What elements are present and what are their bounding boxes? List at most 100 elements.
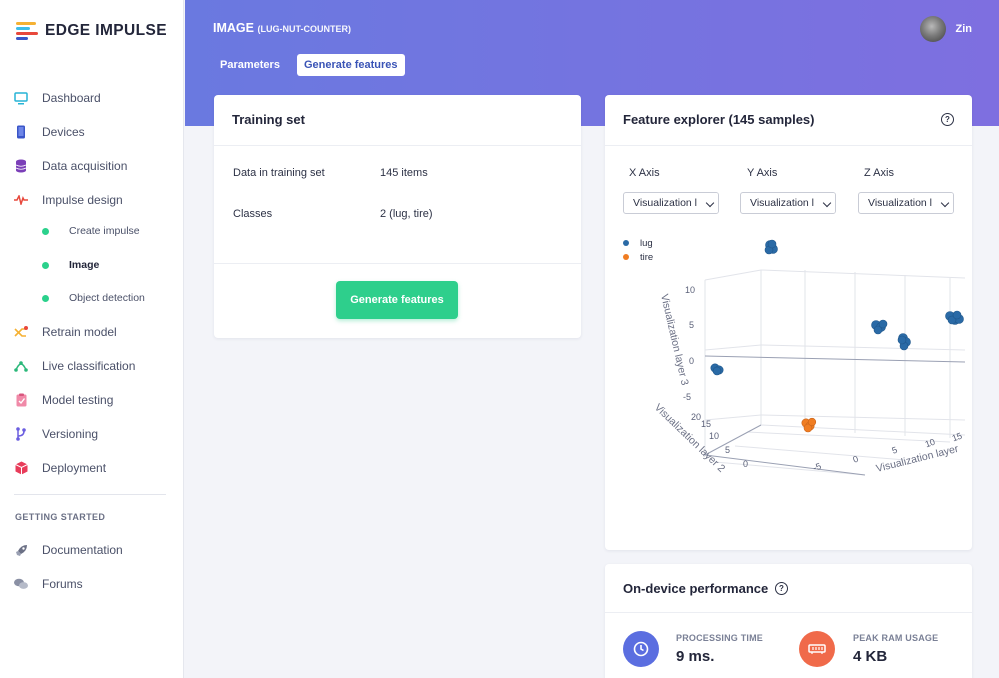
card-divider — [214, 145, 581, 146]
plot-legend[interactable]: lug tire — [623, 236, 653, 264]
page-title: IMAGE (LUG-NUT-COUNTER) — [213, 21, 351, 35]
x-tick: 15 — [951, 431, 964, 444]
sidebar-item-label: Documentation — [42, 543, 123, 557]
legend-swatch — [623, 240, 629, 246]
processing-time-label: PROCESSING TIME — [676, 633, 764, 643]
series-lug[interactable] — [710, 239, 964, 376]
sidebar-item-label: Retrain model — [42, 325, 117, 339]
z-tick: 10 — [685, 285, 695, 295]
help-icon[interactable]: ? — [941, 113, 954, 126]
training-data-label: Data in training set — [233, 167, 325, 179]
sidebar-item-retrain-model[interactable]: Retrain model — [14, 322, 117, 342]
database-icon — [14, 159, 28, 173]
y-tick: 0 — [743, 459, 748, 469]
sidebar-item-dashboard[interactable]: Dashboard — [14, 88, 101, 108]
legend-item-tire[interactable]: tire — [623, 250, 653, 264]
classes-label: Classes — [233, 208, 273, 220]
x-axis-label: X Axis — [629, 167, 660, 179]
clock-icon — [623, 631, 659, 667]
peak-ram-label: PEAK RAM USAGE — [853, 633, 939, 643]
chat-bubbles-icon — [14, 577, 28, 591]
card-divider — [605, 612, 972, 613]
z-axis-select-value: Visualization l — [868, 197, 933, 209]
sidebar-item-label: Image — [69, 259, 100, 271]
sidebar-item-impulse-design[interactable]: Impulse design — [14, 190, 123, 210]
y-tick: 5 — [725, 445, 730, 455]
sidebar-item-label: Forums — [42, 577, 83, 591]
sidebar-item-deployment[interactable]: Deployment — [14, 458, 106, 478]
card-title: Feature explorer (145 samples) — [623, 112, 815, 127]
axis-z-title: Visualization layer 3 — [658, 293, 691, 387]
sidebar-item-create-impulse[interactable]: Create impulse — [42, 222, 140, 240]
classes-value: 2 (lug, tire) — [380, 208, 433, 220]
sidebar-item-forums[interactable]: Forums — [14, 574, 83, 594]
x-tick: 5 — [890, 445, 898, 456]
sidebar-item-label: Versioning — [42, 427, 99, 441]
legend-swatch — [623, 254, 629, 260]
status-dot-icon — [42, 261, 49, 269]
section-label-getting-started: GETTING STARTED — [15, 512, 106, 522]
ram-icon — [799, 631, 835, 667]
z-tick: 0 — [689, 356, 694, 366]
y-ticks: 0 5 10 15 20 — [691, 412, 748, 469]
edge-impulse-logo-icon — [16, 22, 38, 40]
sidebar-item-versioning[interactable]: Versioning — [14, 424, 98, 444]
x-tick: 0 — [851, 454, 859, 465]
sidebar-item-data-acquisition[interactable]: Data acquisition — [14, 156, 127, 176]
z-tick: -5 — [683, 392, 691, 402]
sidebar-item-object-detection[interactable]: Object detection — [42, 289, 145, 307]
devices-icon — [14, 125, 28, 139]
card-divider — [214, 263, 581, 264]
training-set-card: Training set Data in training set 145 it… — [214, 95, 581, 338]
scatter-3d-plot[interactable]: 10 5 0 -5 0 5 10 15 20 -5 0 5 10 15 Visu… — [605, 220, 972, 550]
tab-parameters[interactable]: Parameters — [220, 59, 280, 71]
z-tick: 5 — [689, 320, 694, 330]
network-icon — [14, 359, 28, 373]
project-name: (LUG-NUT-COUNTER) — [257, 24, 351, 34]
training-data-value: 145 items — [380, 167, 428, 179]
series-tire[interactable] — [801, 417, 817, 433]
help-icon[interactable]: ? — [775, 582, 788, 595]
legend-item-lug[interactable]: lug — [623, 236, 653, 250]
sidebar-item-documentation[interactable]: Documentation — [14, 540, 123, 560]
page-title-text: IMAGE — [213, 21, 254, 35]
user-menu[interactable]: Zin — [919, 16, 972, 42]
card-title: On-device performance — [623, 581, 769, 596]
shuffle-icon — [14, 325, 28, 339]
performance-card: On-device performance ? PROCESSING TIME … — [605, 564, 972, 678]
z-ticks: 10 5 0 -5 — [683, 285, 695, 402]
sidebar-item-live-classification[interactable]: Live classification — [14, 356, 135, 376]
y-tick: 20 — [691, 412, 701, 422]
y-axis-select[interactable]: Visualization l — [740, 192, 836, 214]
rocket-icon — [14, 543, 28, 557]
x-axis-select[interactable]: Visualization l — [623, 192, 719, 214]
app-name: EDGE IMPULSE — [45, 22, 167, 39]
sidebar-item-label: Dashboard — [42, 91, 101, 105]
sidebar-item-label: Live classification — [42, 359, 136, 373]
z-axis-select[interactable]: Visualization l — [858, 192, 954, 214]
app-logo[interactable]: EDGE IMPULSE — [16, 22, 167, 40]
clipboard-check-icon — [14, 393, 28, 407]
legend-label: lug — [640, 237, 653, 249]
x-tick: -5 — [812, 461, 823, 473]
processing-time-value: 9 ms. — [676, 648, 715, 665]
plot-axes — [704, 355, 966, 476]
sidebar-item-label: Devices — [42, 125, 85, 139]
sidebar-item-model-testing[interactable]: Model testing — [14, 390, 113, 410]
y-axis-select-value: Visualization l — [750, 197, 815, 209]
legend-label: tire — [640, 251, 654, 263]
tab-generate-features[interactable]: Generate features — [297, 54, 405, 76]
sidebar-item-image[interactable]: Image — [42, 256, 99, 274]
generate-features-button[interactable]: Generate features — [336, 281, 458, 319]
sidebar-item-label: Data acquisition — [42, 159, 128, 173]
sidebar-divider — [14, 494, 166, 495]
x-ticks: -5 0 5 10 15 — [812, 431, 964, 473]
monitor-icon — [14, 91, 28, 105]
sidebar-item-label: Deployment — [42, 461, 107, 475]
sidebar-item-devices[interactable]: Devices — [14, 122, 85, 142]
sidebar-item-label: Object detection — [69, 292, 145, 304]
axis-titles: Visualization layer 3 Visualization laye… — [652, 293, 960, 475]
pulse-icon — [14, 193, 28, 207]
sidebar-item-label: Create impulse — [69, 225, 140, 237]
x-axis-select-value: Visualization l — [633, 197, 698, 209]
